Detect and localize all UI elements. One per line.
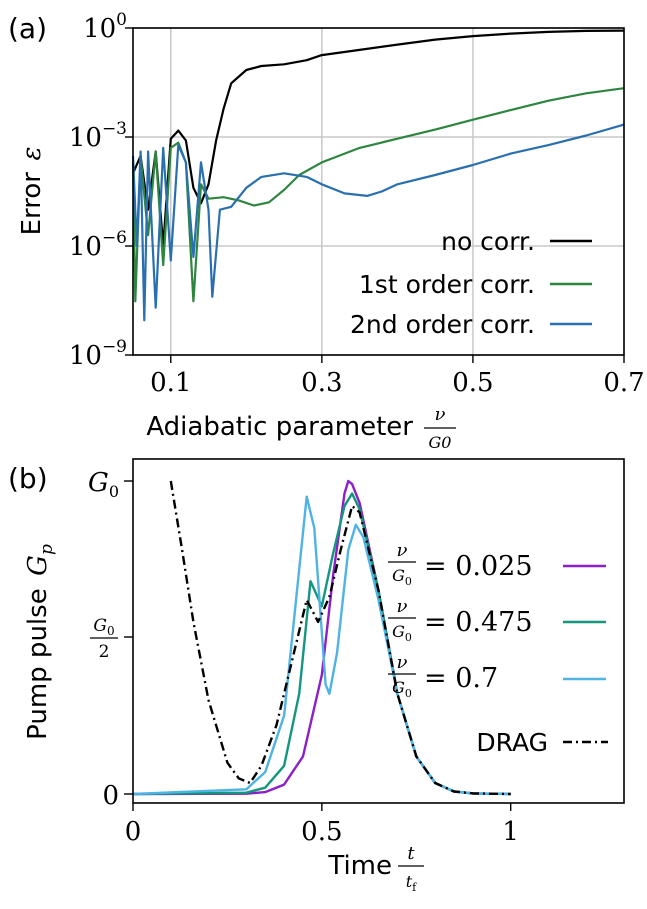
- legend-b-item-1: ν G0 = 0.475: [388, 596, 606, 644]
- panel-b-ytick-bottom: 0: [102, 781, 119, 811]
- panel-b-ylabel-text: Pump pulse: [23, 588, 53, 740]
- svg-text:Error ε: Error ε: [17, 147, 47, 236]
- panel-a: (a) 0.1 0.3 0.5 0.7 100 10−3 10−6 10−9 Error ε…: [8, 10, 645, 452]
- panel-a-label: (a): [8, 12, 47, 45]
- series-b-3: [169, 480, 511, 796]
- legend-b-den-1: G0: [392, 622, 412, 644]
- panel-b-xlabel-num: t: [407, 843, 415, 864]
- ytick-label-a-3: 10−9: [69, 337, 127, 371]
- panel-b-ytick-top: G0: [88, 468, 119, 501]
- panel-b-ytick-mid-den: 2: [99, 642, 110, 662]
- panel-a-xlabel-den: G0: [429, 433, 452, 452]
- legend-b-num-2: ν: [397, 652, 408, 673]
- panel-a-xlabel-text: Adiabatic parameter: [146, 412, 413, 442]
- xtick-label-a-0: 0.1: [150, 368, 191, 398]
- panel-b-x-axis-label: Time t tf: [327, 843, 424, 894]
- panel-a-frame: [132, 27, 625, 356]
- legend-b-item-3: DRAG: [476, 728, 608, 757]
- panel-b-legend: ν G0 = 0.025 ν G0 = 0.475 ν G0 = 0.7: [388, 540, 608, 757]
- legend-b-value-2: = 0.7: [424, 663, 498, 694]
- ytick-label-a-2: 10−6: [69, 228, 127, 262]
- panel-b-x-ticks: 0 0.5 1: [125, 803, 519, 847]
- panel-a-x-axis-label: Adiabatic parameter ν G0: [146, 404, 456, 452]
- ytick-label-a-1: 10−3: [69, 119, 127, 153]
- panel-b-xlabel-text: Time: [327, 851, 392, 881]
- series-b-2: [132, 495, 511, 796]
- panel-b-series: [132, 479, 511, 796]
- panel-a-series: [131, 29, 625, 322]
- series-a-1: [131, 87, 625, 303]
- panel-a-y-axis-label: Error ε: [17, 147, 47, 236]
- xtick-label-b-2: 1: [502, 817, 519, 847]
- legend-b-num-0: ν: [397, 540, 408, 561]
- panel-b-ylabel-symbol: G: [23, 555, 53, 576]
- panel-a-x-ticks: 0.1 0.3 0.5 0.7: [150, 355, 645, 398]
- panel-a-xlabel-num: ν: [435, 404, 446, 425]
- panel-b-y-axis-label: Pump pulse Gp: [23, 544, 57, 740]
- legend-b-item-2: ν G0 = 0.7: [388, 652, 606, 700]
- panel-b-y-ticks: G0 G0 2 0: [88, 468, 133, 811]
- legend-b-den-2: G0: [392, 678, 412, 700]
- panel-a-ylabel-text: Error: [17, 172, 47, 236]
- svg-text:Pump pulse Gp: Pump pulse Gp: [23, 544, 57, 740]
- panel-b-label: (b): [8, 462, 48, 495]
- series-a-2: [131, 123, 625, 322]
- xtick-label-a-3: 0.7: [603, 368, 644, 398]
- panel-b-frame: [132, 458, 625, 804]
- legend-b-value-1: = 0.475: [424, 607, 533, 638]
- legend-b-num-1: ν: [397, 596, 408, 617]
- series-a-0: [131, 29, 625, 248]
- panel-a-y-ticks: 100 10−3 10−6 10−9: [69, 10, 133, 371]
- xtick-label-b-0: 0: [125, 817, 142, 847]
- legend-b-value-0: = 0.025: [424, 551, 533, 582]
- panel-a-legend: no corr. 1st order corr. 2nd order corr.: [350, 227, 592, 339]
- xtick-label-a-1: 0.3: [301, 368, 342, 398]
- xtick-label-a-2: 0.5: [452, 368, 493, 398]
- legend-b-den-0: G0: [392, 566, 412, 588]
- panel-b-ytick-mid-num: G0: [93, 616, 114, 638]
- legend-b-label-3: DRAG: [476, 728, 548, 757]
- legend-b-item-0: ν G0 = 0.025: [388, 540, 606, 588]
- panel-a-ylabel-symbol: ε: [17, 147, 47, 161]
- panel-b-xlabel-den: tf: [406, 872, 417, 894]
- legend-a-label-1: 1st order corr.: [359, 270, 535, 299]
- panel-b: (b) 0 0.5 1 G0 G0 2 0 Pump pulse Gp Time t: [8, 458, 625, 894]
- xtick-label-b-1: 0.5: [301, 817, 342, 847]
- ytick-label-a-0: 100: [83, 10, 127, 44]
- legend-a-label-0: no corr.: [441, 227, 535, 256]
- legend-a-label-2: 2nd order corr.: [350, 310, 535, 339]
